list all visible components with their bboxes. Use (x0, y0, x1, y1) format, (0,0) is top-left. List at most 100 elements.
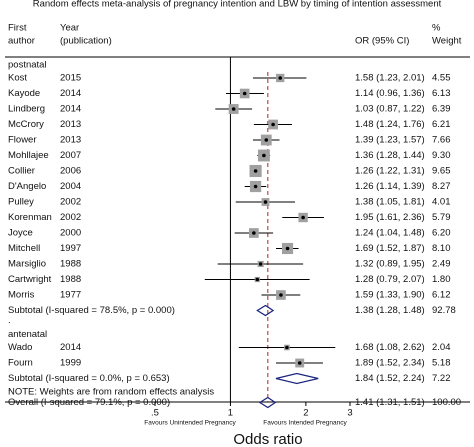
x-tick-label: 3 (347, 408, 352, 419)
author: Flower (8, 135, 37, 146)
ci-text: 1.59 (1.33, 1.90) (355, 290, 425, 301)
diamond (258, 396, 277, 409)
overall-label: Overall (I-squared = 79.1%, p = 0.000) (8, 397, 170, 408)
point-estimate (301, 215, 305, 220)
weight-text: 6.21 (432, 119, 451, 130)
ci-text: 1.03 (0.87, 1.22) (355, 104, 425, 115)
ci-text: 1.39 (1.23, 1.57) (355, 135, 425, 146)
point-estimate (231, 107, 236, 111)
author: D'Angelo (8, 181, 46, 192)
weight-text: 8.10 (432, 243, 451, 254)
favours-right: Favours Intended Pregnancy (263, 420, 347, 427)
ci-text: 1.24 (1.04, 1.48) (355, 228, 425, 239)
year: 2014 (60, 88, 81, 99)
point-estimate (264, 138, 269, 142)
point-estimate (278, 76, 283, 80)
column-header: (publication) (60, 36, 112, 47)
point-estimate (285, 345, 289, 350)
group-label: antenatal (8, 329, 47, 340)
subtotal-label: Subtotal (I-squared = 0.0%, p = 0.653) (8, 373, 170, 384)
year: 1977 (60, 290, 81, 301)
year: 1997 (60, 243, 81, 254)
weight-text: 7.66 (432, 135, 451, 146)
author: Mohllajee (8, 150, 49, 161)
note: NOTE: Weights are from random effects an… (8, 387, 214, 398)
weight-text: 6.12 (432, 290, 451, 301)
x-tick-label: 2 (303, 408, 308, 419)
point-estimate (255, 277, 260, 282)
year: 2006 (60, 166, 81, 177)
ci-text: 1.36 (1.28, 1.44) (355, 150, 425, 161)
weight-text: 100.00 (432, 397, 461, 408)
year: 1988 (60, 274, 81, 285)
point-estimate (258, 262, 263, 266)
column-header: Weight (432, 36, 462, 47)
author: Lindberg (8, 104, 45, 115)
year: 2004 (60, 181, 81, 192)
ci-text: 1.48 (1.24, 1.76) (355, 119, 425, 130)
ci-text: 1.28 (0.79, 2.07) (355, 274, 425, 285)
weight-text: 8.27 (432, 181, 451, 192)
author: Korenman (8, 212, 52, 223)
chart-title: Random effects meta-analysis of pregnanc… (33, 0, 442, 10)
year: 2002 (60, 212, 81, 223)
author: Mitchell (8, 243, 40, 254)
ci-text: 1.69 (1.52, 1.87) (355, 243, 425, 254)
column-header: First (8, 23, 27, 34)
author: Kost (8, 73, 27, 84)
point-estimate (263, 200, 268, 204)
point-estimate (242, 91, 247, 96)
column-header: author (8, 36, 35, 47)
ci-text: 1.26 (1.14, 1.39) (355, 181, 425, 192)
weight-text: 6.13 (432, 88, 451, 99)
author: Wado (8, 342, 32, 353)
favours-left: Favours Unintended Pregnancy (144, 420, 236, 427)
author: Joyce (8, 228, 33, 239)
subtotal-label: Subtotal (I-squared = 78.5%, p = 0.000) (8, 305, 175, 316)
weight-text: 5.79 (432, 212, 451, 223)
ci-text: 1.89 (1.52, 2.34) (355, 358, 425, 369)
point-estimate (252, 231, 256, 235)
point-estimate (253, 184, 258, 189)
ci-text: 1.14 (0.96, 1.36) (355, 88, 425, 99)
year: 2002 (60, 197, 81, 208)
point-estimate (271, 122, 275, 127)
author: Marsiglio (8, 259, 46, 270)
weight-text: 6.39 (432, 104, 451, 115)
weight-text: 6.20 (432, 228, 451, 239)
year: 2007 (60, 150, 81, 161)
author: Pulley (8, 197, 34, 208)
year: 2014 (60, 104, 81, 115)
year: 1999 (60, 358, 81, 369)
row-marker: . (8, 315, 11, 326)
x-tick-label: .5 (151, 408, 159, 419)
author: Fourn (8, 358, 33, 369)
weight-text: 9.65 (432, 166, 451, 177)
weight-text: 4.55 (432, 73, 451, 84)
ci-text: 1.41 (1.31, 1.51) (355, 397, 425, 408)
year: 2014 (60, 342, 81, 353)
row-marker: . (8, 383, 11, 394)
ci-text: 1.38 (1.05, 1.81) (355, 197, 425, 208)
weight-text: 2.04 (432, 342, 451, 353)
group-label: postnatal (8, 60, 47, 71)
author: Kayode (8, 88, 40, 99)
point-estimate (279, 293, 283, 297)
diamond (256, 304, 275, 317)
point-estimate (253, 169, 258, 173)
weight-text: 7.22 (432, 373, 451, 384)
column-header: Year (60, 23, 79, 34)
ci-text: 1.32 (0.89, 1.95) (355, 259, 425, 270)
year: 2015 (60, 73, 81, 84)
ci-text: 1.38 (1.28, 1.48) (355, 305, 425, 316)
weight-text: 2.49 (432, 259, 451, 270)
ci-text: 1.26 (1.22, 1.31) (355, 166, 425, 177)
point-estimate (262, 153, 266, 158)
year: 1988 (60, 259, 81, 270)
year: 2000 (60, 228, 81, 239)
author: Cartwright (8, 274, 52, 285)
column-header: OR (95% CI) (355, 36, 409, 47)
column-header: % (432, 23, 441, 34)
diamond (275, 372, 319, 385)
x-tick-label: 1 (228, 408, 233, 419)
